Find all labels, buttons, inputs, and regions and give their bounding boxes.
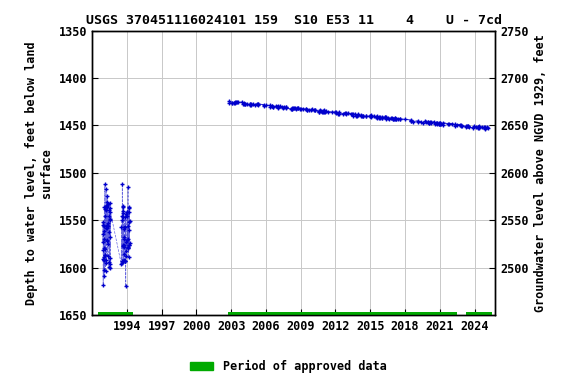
Legend: Period of approved data: Period of approved data: [185, 356, 391, 378]
Title: USGS 370451116024101 159  S10 E53 11    4    U - 7cd: USGS 370451116024101 159 S10 E53 11 4 U …: [86, 14, 502, 27]
Y-axis label: Depth to water level, feet below land
surface: Depth to water level, feet below land su…: [25, 41, 53, 305]
Y-axis label: Groundwater level above NGVD 1929, feet: Groundwater level above NGVD 1929, feet: [535, 34, 547, 312]
